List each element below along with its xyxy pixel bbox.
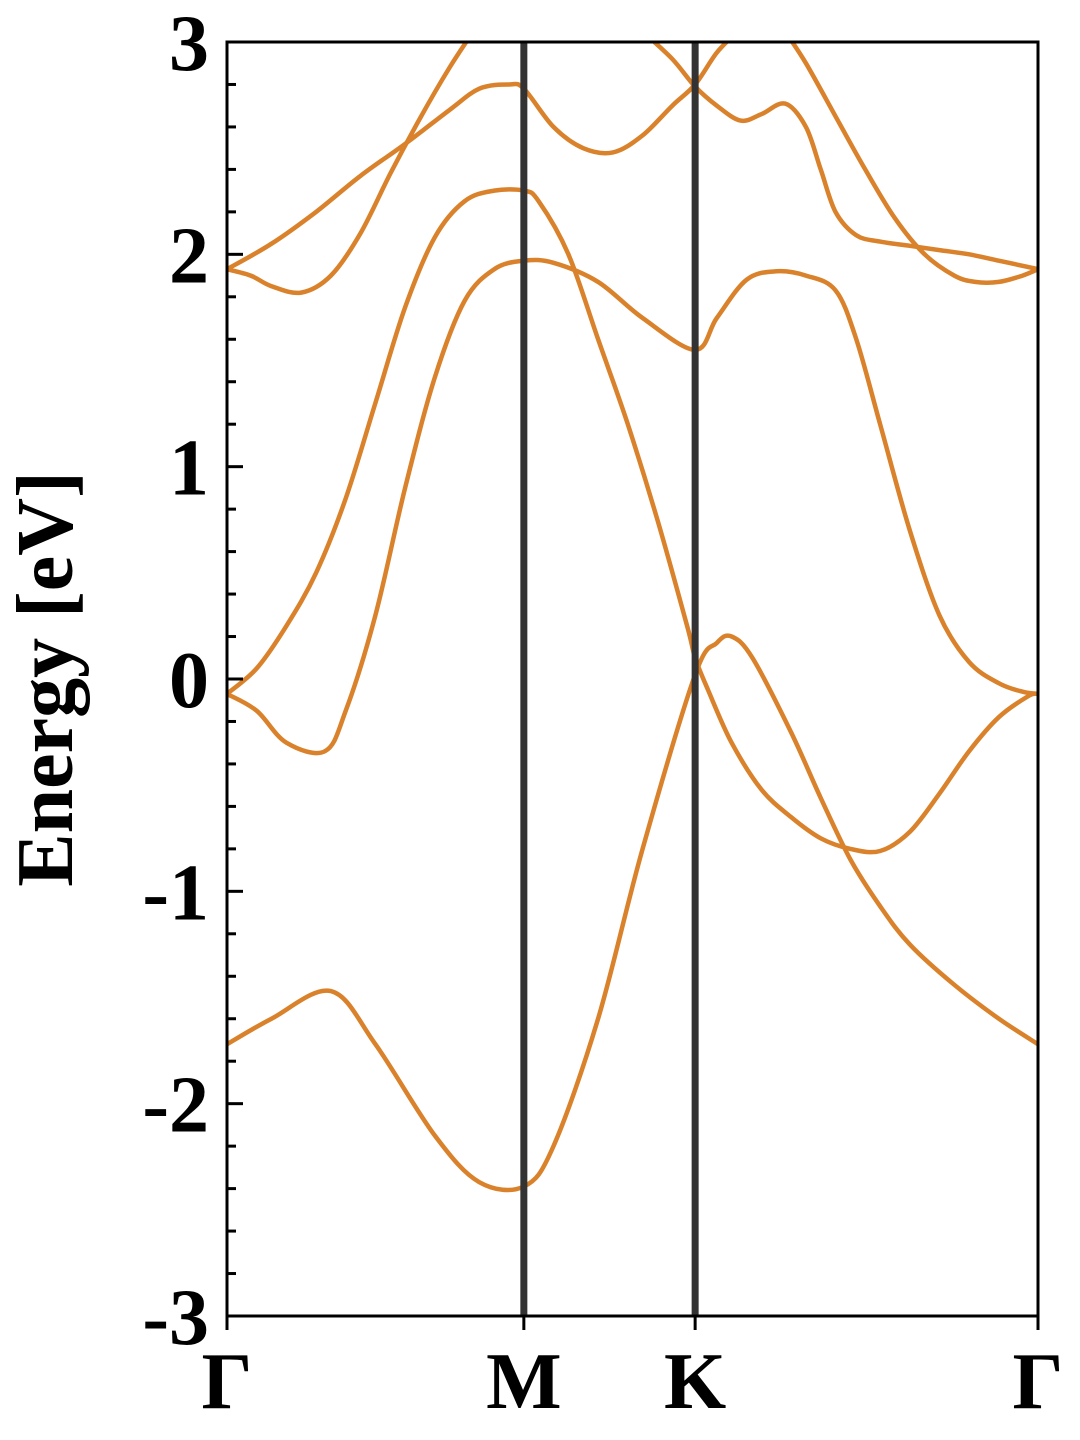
band-1 xyxy=(227,633,1038,1193)
plot-frame xyxy=(225,40,1040,1318)
x-tick-label: M xyxy=(486,1338,562,1426)
y-tick-label: 2 xyxy=(169,212,209,300)
y-axis-ticks: -3 -2 -1 0 1 2 3 xyxy=(142,0,243,1362)
band-5 xyxy=(227,42,730,272)
x-tick-label: K xyxy=(664,1338,726,1426)
band-lines xyxy=(227,42,1038,1193)
band-3 xyxy=(227,187,1038,855)
y-tick-label: -2 xyxy=(142,1062,209,1150)
band-7 xyxy=(789,42,1038,285)
y-tick-label: 1 xyxy=(169,425,209,513)
symmetry-lines xyxy=(520,42,699,1316)
y-axis-label: Energy [eV] xyxy=(2,471,90,886)
band-6 xyxy=(650,42,1038,272)
y-tick-label: 3 xyxy=(169,0,209,88)
band-4 xyxy=(227,42,469,296)
y-tick-label: -1 xyxy=(142,849,209,937)
y-tick-label: -3 xyxy=(142,1274,209,1362)
x-tick-label: Γ xyxy=(202,1338,253,1426)
band-2 xyxy=(227,257,1038,756)
y-tick-label: 0 xyxy=(169,637,209,725)
x-tick-label: Γ xyxy=(1013,1338,1064,1426)
